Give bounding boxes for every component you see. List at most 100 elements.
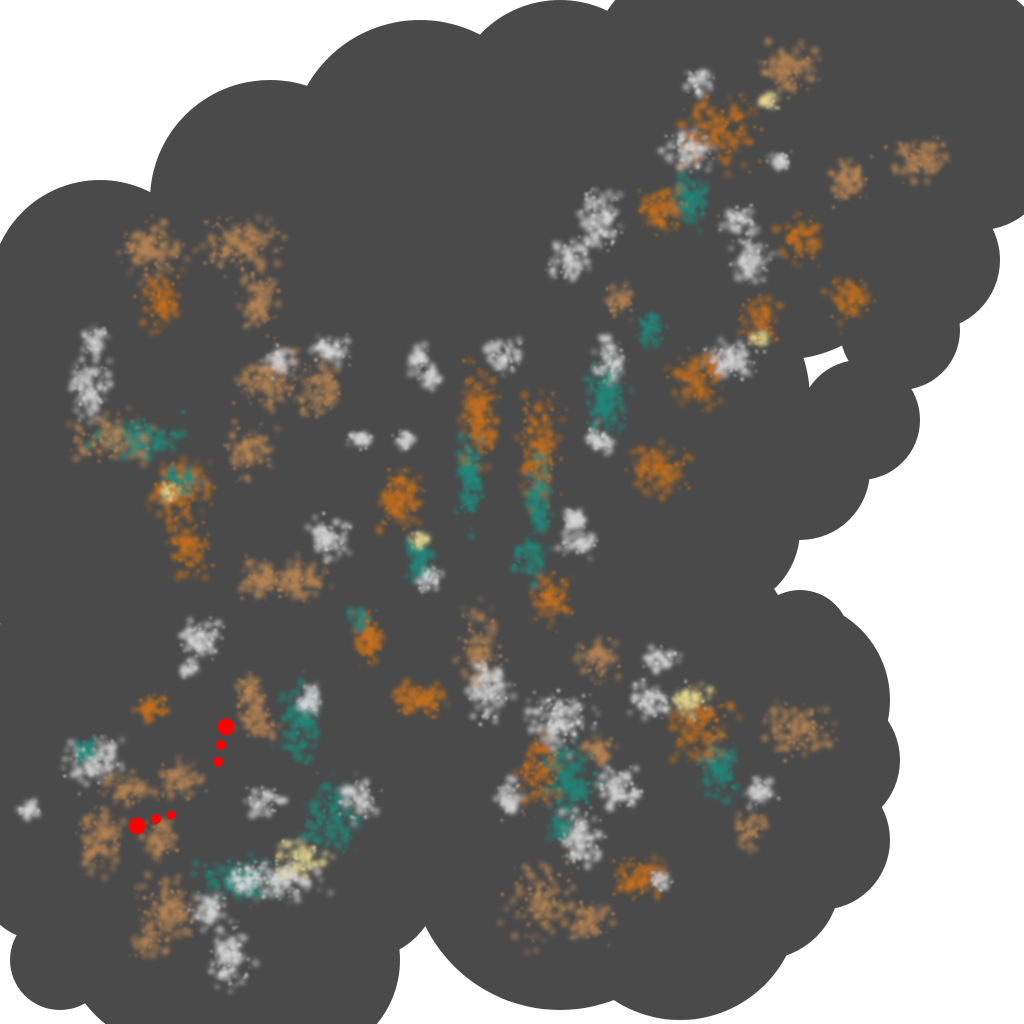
particle [282, 731, 289, 737]
particle [293, 395, 299, 400]
particle [166, 946, 171, 951]
particle [235, 236, 240, 241]
particle [699, 100, 708, 109]
particle [488, 638, 493, 643]
particle [776, 89, 782, 95]
particle [670, 467, 679, 475]
particle [158, 445, 166, 453]
particle [844, 278, 851, 285]
particle [641, 198, 646, 203]
particle [186, 790, 193, 797]
particle [151, 424, 157, 431]
particle [346, 550, 352, 556]
particle [658, 439, 665, 446]
particle [146, 788, 151, 793]
particle [224, 977, 229, 982]
particle [97, 777, 102, 782]
particle [462, 673, 470, 681]
particle [435, 681, 440, 686]
particle [196, 497, 201, 502]
particle [102, 415, 107, 420]
particle [549, 617, 556, 624]
particle [193, 572, 198, 577]
particle [87, 869, 95, 876]
particle [90, 414, 98, 422]
particle [685, 70, 689, 75]
particle [608, 205, 613, 211]
particle [342, 836, 348, 843]
particle [263, 240, 269, 246]
particle [295, 552, 300, 558]
particle [723, 349, 728, 354]
particle [194, 461, 199, 465]
particle [150, 236, 156, 243]
particle [684, 217, 691, 224]
particle [237, 960, 241, 964]
particle [315, 849, 320, 854]
particle [478, 615, 486, 623]
particle [317, 887, 322, 892]
particle [78, 413, 85, 419]
particle [304, 524, 312, 531]
particle [561, 530, 569, 537]
particle [214, 938, 220, 945]
particle [420, 376, 425, 381]
particle [618, 405, 625, 412]
particle [312, 395, 321, 404]
particle [466, 357, 473, 364]
particle [312, 515, 318, 521]
particle [302, 595, 308, 601]
particle [756, 296, 764, 303]
particle [279, 892, 285, 898]
particle [222, 931, 227, 937]
particle [570, 532, 578, 540]
particle [804, 47, 808, 51]
particle [165, 517, 174, 526]
particle [716, 397, 724, 405]
particle [232, 224, 238, 230]
particle [231, 961, 236, 966]
particle [289, 372, 295, 377]
particle [239, 379, 245, 385]
particle [268, 730, 276, 738]
particle [117, 250, 122, 255]
particle [149, 250, 154, 255]
particle [183, 645, 188, 650]
particle [682, 83, 690, 91]
particle [317, 363, 323, 369]
particle [781, 60, 789, 68]
particle [354, 772, 358, 776]
particle [325, 371, 330, 376]
particle [221, 259, 225, 263]
particle [914, 139, 918, 143]
particle [83, 781, 90, 787]
particle [320, 406, 327, 414]
particle [88, 367, 95, 373]
particle [269, 283, 275, 289]
particle [811, 68, 817, 74]
particle [265, 810, 272, 818]
particle [268, 218, 272, 222]
particle [303, 729, 309, 736]
particle [92, 357, 99, 364]
particle [174, 554, 180, 560]
particle [250, 253, 257, 259]
particle [792, 235, 799, 241]
particle [409, 351, 415, 357]
particle [353, 848, 357, 853]
particle [731, 261, 736, 267]
particle [312, 706, 319, 714]
particle [294, 896, 302, 904]
particle [576, 243, 584, 251]
particle [376, 525, 382, 531]
particle [343, 842, 350, 849]
particle [179, 455, 188, 464]
particle [355, 607, 364, 615]
particle [127, 273, 131, 277]
particle [303, 396, 307, 400]
particle [821, 288, 828, 295]
particle [144, 845, 152, 854]
particle [490, 624, 498, 632]
particle [435, 711, 440, 716]
particle [286, 559, 294, 567]
